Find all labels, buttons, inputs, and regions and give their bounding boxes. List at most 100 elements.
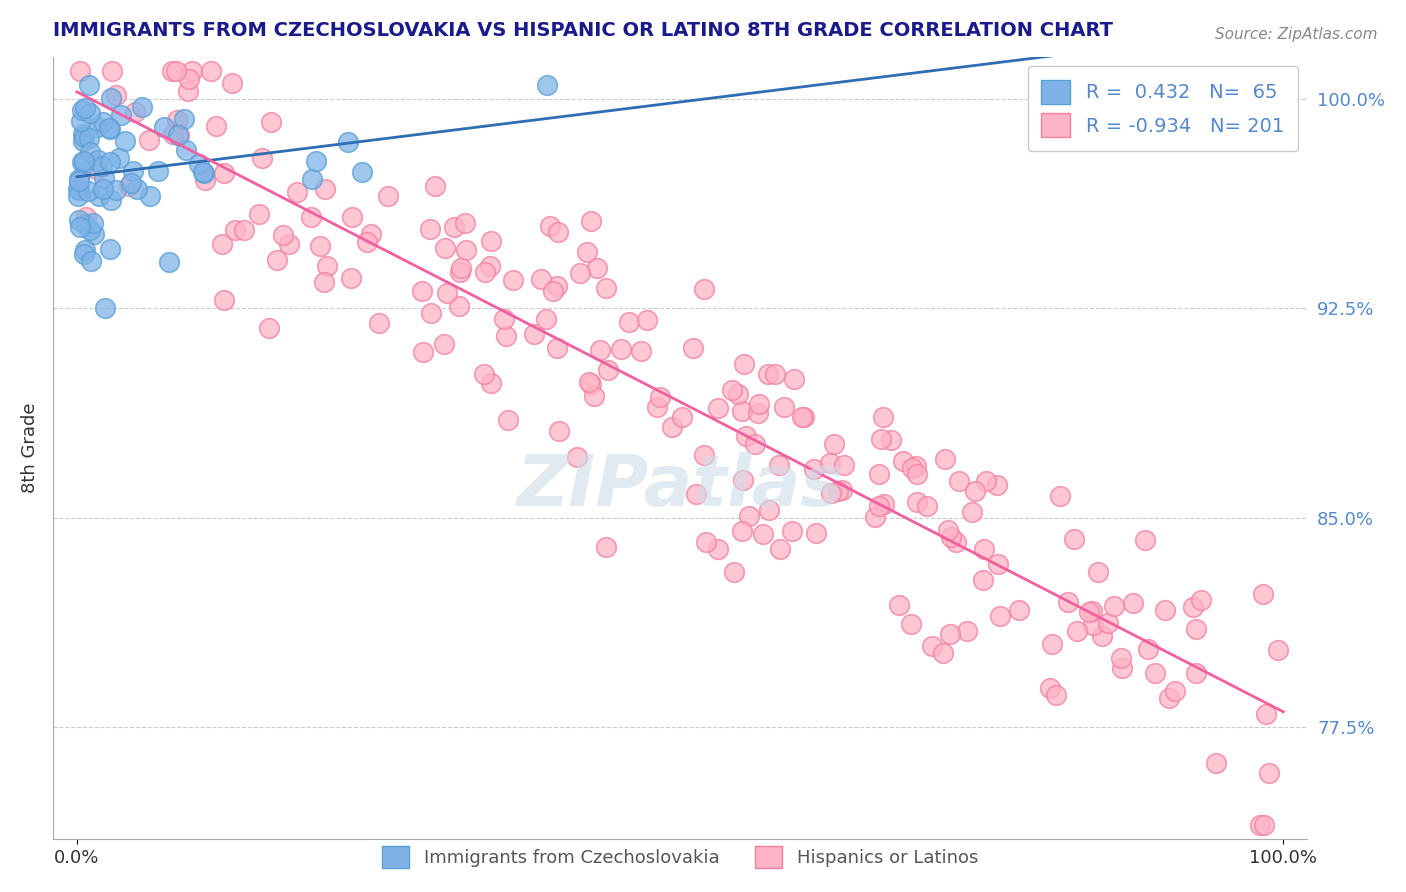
Point <box>70 103 93 118</box>
Point <box>479 376 502 390</box>
Point <box>1253 587 1275 601</box>
Point <box>609 342 631 356</box>
Point <box>938 523 960 537</box>
Point <box>832 458 855 472</box>
Point <box>110 108 132 122</box>
Point <box>101 63 124 78</box>
Point <box>308 239 330 253</box>
Point <box>1258 766 1281 780</box>
Point <box>472 368 495 382</box>
Point <box>939 530 962 544</box>
Point <box>100 193 122 207</box>
Point <box>73 129 96 144</box>
Point <box>212 293 235 308</box>
Point <box>98 120 121 135</box>
Point <box>114 134 136 148</box>
Point <box>80 254 103 268</box>
Point <box>356 235 378 249</box>
Point <box>73 157 96 171</box>
Point <box>285 185 308 199</box>
Point <box>98 121 121 136</box>
Point <box>496 412 519 426</box>
Point <box>636 313 658 327</box>
Point <box>932 647 955 661</box>
Point <box>93 171 115 186</box>
Point <box>67 172 90 186</box>
Point <box>1137 641 1160 656</box>
Point <box>260 115 283 129</box>
Point <box>193 165 215 179</box>
Point <box>423 179 446 194</box>
Point <box>152 120 174 135</box>
Point <box>1249 818 1271 832</box>
Point <box>731 524 754 539</box>
Point <box>900 617 922 632</box>
Point <box>84 161 107 176</box>
Point <box>75 217 97 231</box>
Point <box>162 127 184 141</box>
Point <box>1111 661 1133 675</box>
Point <box>449 265 471 279</box>
Point <box>131 100 153 114</box>
Point <box>148 164 170 178</box>
Point <box>934 451 956 466</box>
Point <box>91 115 114 129</box>
Point <box>247 207 270 221</box>
Point <box>645 400 668 414</box>
Point <box>221 76 243 90</box>
Point <box>1049 489 1071 503</box>
Point <box>433 337 456 351</box>
Point <box>69 114 91 128</box>
Point <box>873 497 896 511</box>
Point <box>162 63 184 78</box>
Point <box>495 329 517 343</box>
Point <box>443 220 465 235</box>
Point <box>596 363 619 377</box>
Point <box>1122 596 1144 610</box>
Point <box>339 271 361 285</box>
Point <box>756 367 779 381</box>
Point <box>972 574 994 588</box>
Point <box>73 154 96 169</box>
Point <box>166 112 188 127</box>
Point <box>1081 604 1104 618</box>
Point <box>105 183 128 197</box>
Point <box>988 609 1011 624</box>
Point <box>211 237 233 252</box>
Point <box>547 225 569 239</box>
Point <box>803 462 825 476</box>
Point <box>72 247 94 261</box>
Point <box>960 505 983 519</box>
Point <box>98 242 121 256</box>
Point <box>747 406 769 420</box>
Point <box>1045 689 1067 703</box>
Point <box>69 63 91 78</box>
Point <box>200 63 222 78</box>
Point <box>86 120 108 134</box>
Point <box>1181 599 1204 614</box>
Point <box>301 171 323 186</box>
Point <box>782 524 804 539</box>
Point <box>67 212 90 227</box>
Point <box>1078 605 1101 619</box>
Point <box>100 91 122 105</box>
Point <box>868 467 890 481</box>
Point <box>768 458 790 473</box>
Point <box>536 78 558 92</box>
Point <box>87 188 110 202</box>
Point <box>720 383 742 397</box>
Point <box>986 477 1008 491</box>
Point <box>479 234 502 248</box>
Point <box>67 188 90 202</box>
Point <box>1081 618 1104 632</box>
Point <box>783 372 806 386</box>
Point <box>118 179 141 194</box>
Point <box>104 87 127 102</box>
Point <box>266 252 288 267</box>
Point <box>904 459 927 474</box>
Point <box>769 541 792 556</box>
Point <box>1143 666 1166 681</box>
Point <box>502 273 524 287</box>
Point <box>831 483 853 498</box>
Point <box>98 155 121 169</box>
